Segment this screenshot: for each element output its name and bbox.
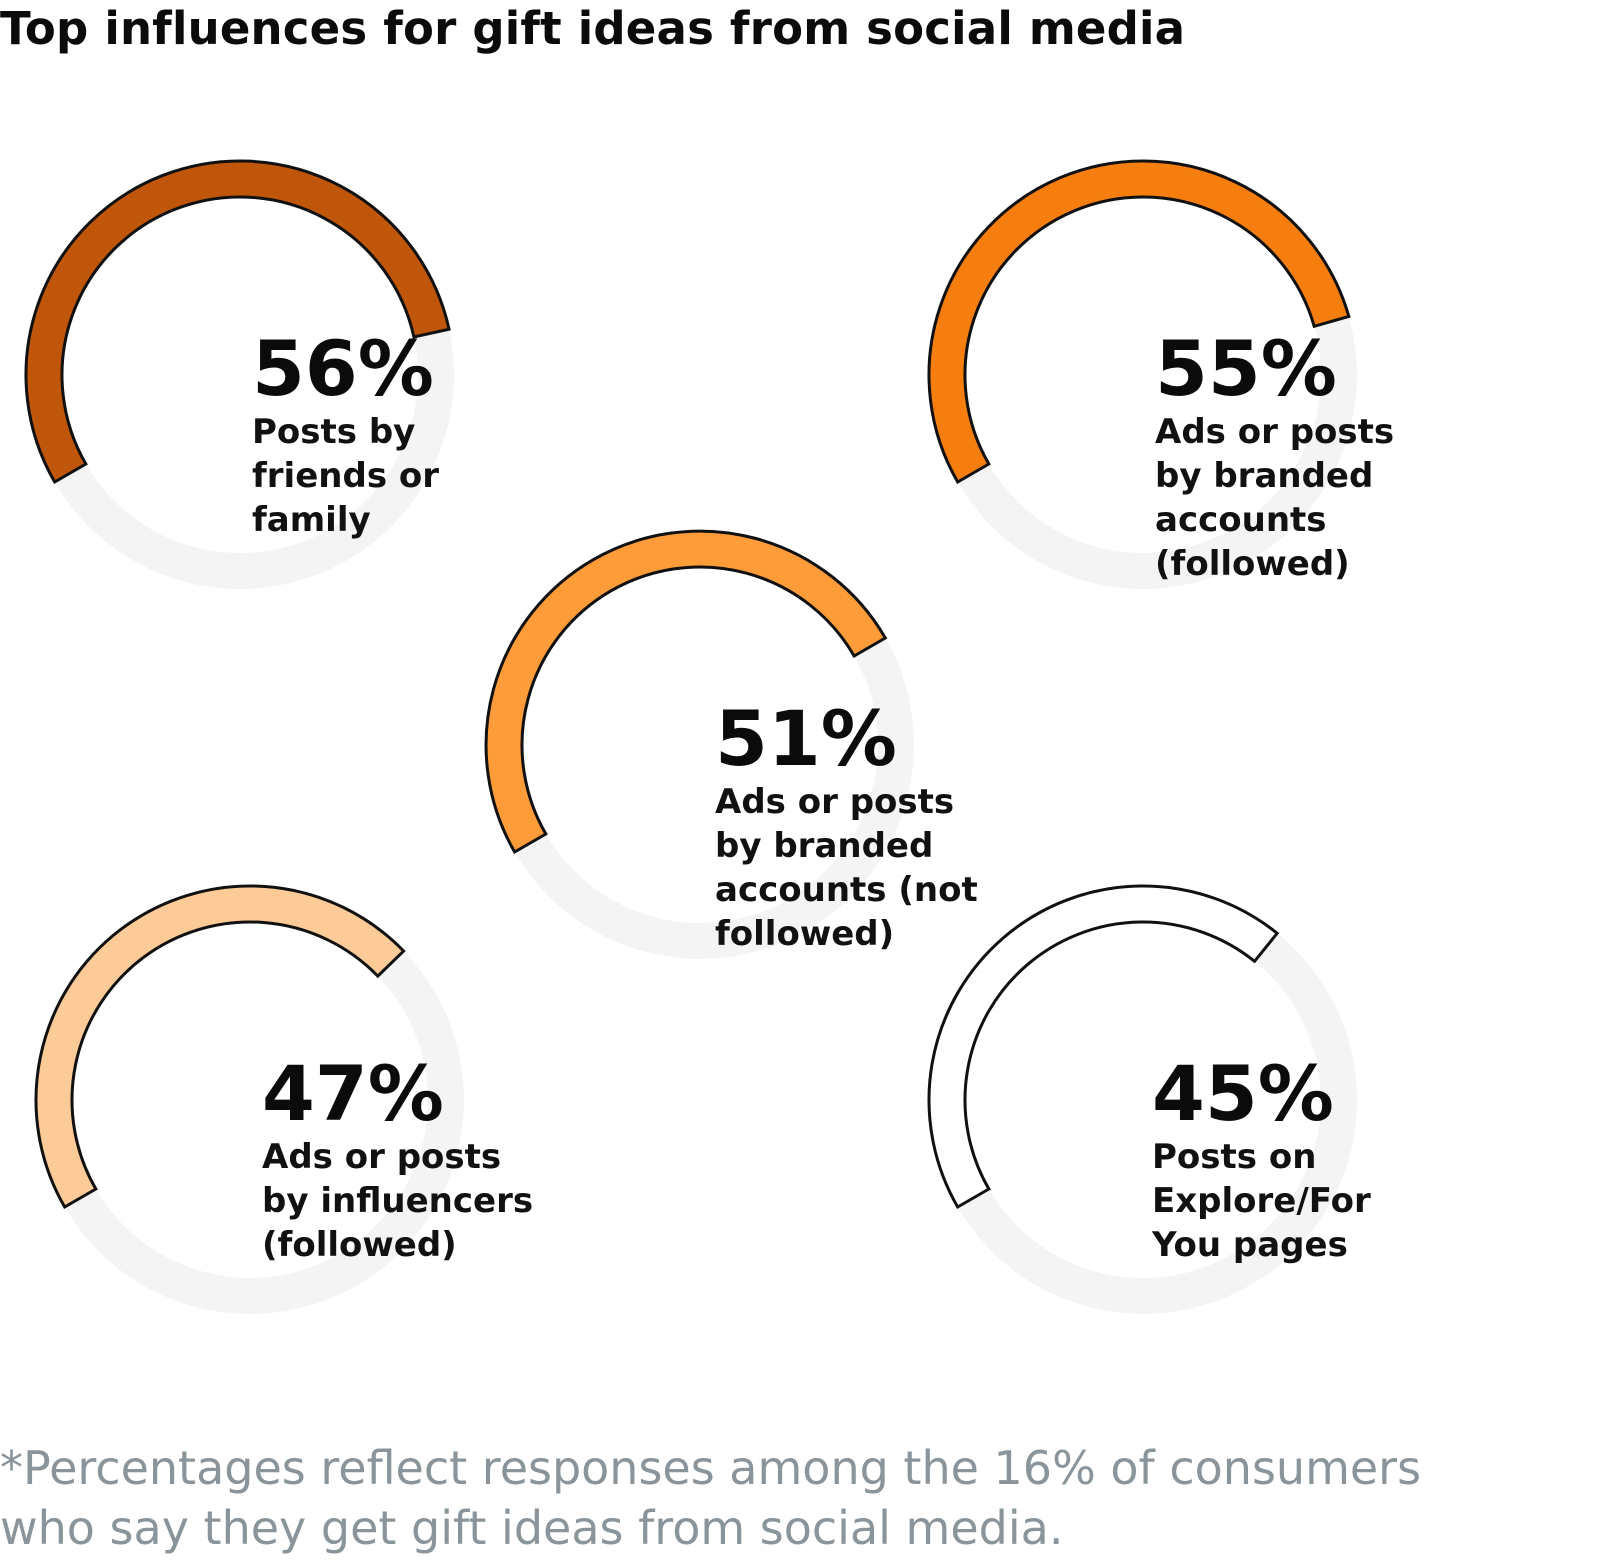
- gauge-category-label: by branded: [1155, 456, 1373, 496]
- gauge-category-label: (followed): [1155, 544, 1350, 584]
- gauge-category-label: Ads or posts: [715, 782, 954, 822]
- gauge-category-label: Explore/For: [1152, 1181, 1371, 1221]
- gauge-category-label: Ads or posts: [1155, 412, 1394, 452]
- gauge-category-label: friends or: [252, 456, 439, 496]
- gauge-category-label: by branded: [715, 826, 933, 866]
- gauge-value-arc: [34, 884, 406, 1210]
- gauge-value-label: 51%: [715, 694, 897, 783]
- gauge-category-label: by influencers: [262, 1181, 533, 1221]
- gauge-category-label: family: [252, 500, 371, 540]
- chart-title: Top influences for gift ideas from socia…: [0, 2, 1186, 55]
- gauge-track: [957, 316, 1358, 589]
- gauge-category-label: accounts: [1155, 500, 1327, 540]
- gauge-category-label: Ads or posts: [262, 1137, 501, 1177]
- gauge-track: [514, 638, 914, 959]
- gauge-category-label: followed): [715, 914, 894, 954]
- gauge-category-label: (followed): [262, 1225, 457, 1265]
- gauge-track: [54, 329, 454, 589]
- gauge-value-label: 56%: [252, 324, 434, 413]
- footnote: *Percentages reflect responses among the…: [0, 1438, 1620, 1558]
- gauge-value-arc: [484, 529, 888, 855]
- gauge-value-arc: [24, 159, 451, 485]
- footnote-line-1: *Percentages reflect responses among the…: [0, 1441, 1422, 1495]
- gauge-category-label: You pages: [1151, 1225, 1348, 1265]
- gauge-category-label: Posts by: [252, 412, 415, 452]
- gauge-value-arc: [927, 884, 1280, 1210]
- gauge-value-arc: [927, 159, 1351, 485]
- footnote-line-2: who say they get gift ideas from social …: [0, 1501, 1064, 1555]
- gauge-value-label: 47%: [262, 1049, 444, 1138]
- gauge-category-label: Posts on: [1152, 1137, 1316, 1177]
- gauge-value-label: 55%: [1155, 324, 1337, 413]
- gauge-track: [64, 951, 464, 1314]
- gauge-value-label: 45%: [1152, 1049, 1334, 1138]
- gauge-category-label: accounts (not: [715, 870, 978, 910]
